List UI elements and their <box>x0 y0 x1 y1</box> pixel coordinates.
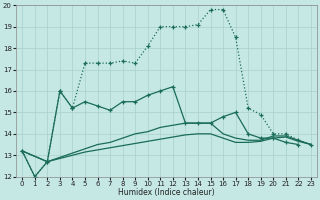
X-axis label: Humidex (Indice chaleur): Humidex (Indice chaleur) <box>118 188 215 197</box>
